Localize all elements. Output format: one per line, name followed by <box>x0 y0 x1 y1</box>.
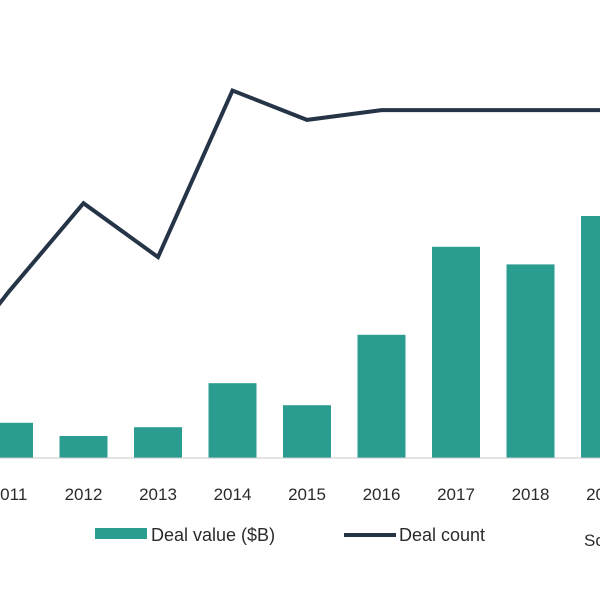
x-tick-label-2014: 2014 <box>214 485 252 504</box>
bar-2015 <box>283 405 331 458</box>
x-tick-label-2017: 2017 <box>437 485 475 504</box>
x-tick-label-2011: 2011 <box>0 485 27 504</box>
bar-2017 <box>432 246 480 458</box>
legend-swatch-deal-value <box>95 528 147 539</box>
x-tick-label-2015: 2015 <box>288 485 326 504</box>
x-tick-label-2013: 2013 <box>139 485 177 504</box>
legend-label-deal-value: Deal value ($B) <box>151 525 275 545</box>
x-axis-tick-labels: 2011 2012 2013 2014 2015 2016 2017 2018 2019 <box>0 485 600 504</box>
x-tick-label-2012: 2012 <box>65 485 103 504</box>
bar-2011 <box>0 422 33 458</box>
legend: Deal value ($B) Deal count <box>95 525 485 545</box>
bar-2016 <box>357 334 406 458</box>
bar-2014 <box>208 383 257 458</box>
bar-2013 <box>134 427 182 458</box>
source-note: So <box>584 531 600 550</box>
bar-series-deal-value <box>0 216 600 458</box>
x-tick-label-2018: 2018 <box>512 485 550 504</box>
x-tick-label-2019: 2019 <box>586 485 600 504</box>
x-tick-label-2016: 2016 <box>363 485 401 504</box>
bar-2019 <box>581 216 600 458</box>
legend-label-deal-count: Deal count <box>399 525 485 545</box>
line-series-deal-count <box>0 87 600 307</box>
bar-2018 <box>506 264 555 458</box>
bar-2012 <box>59 436 108 458</box>
